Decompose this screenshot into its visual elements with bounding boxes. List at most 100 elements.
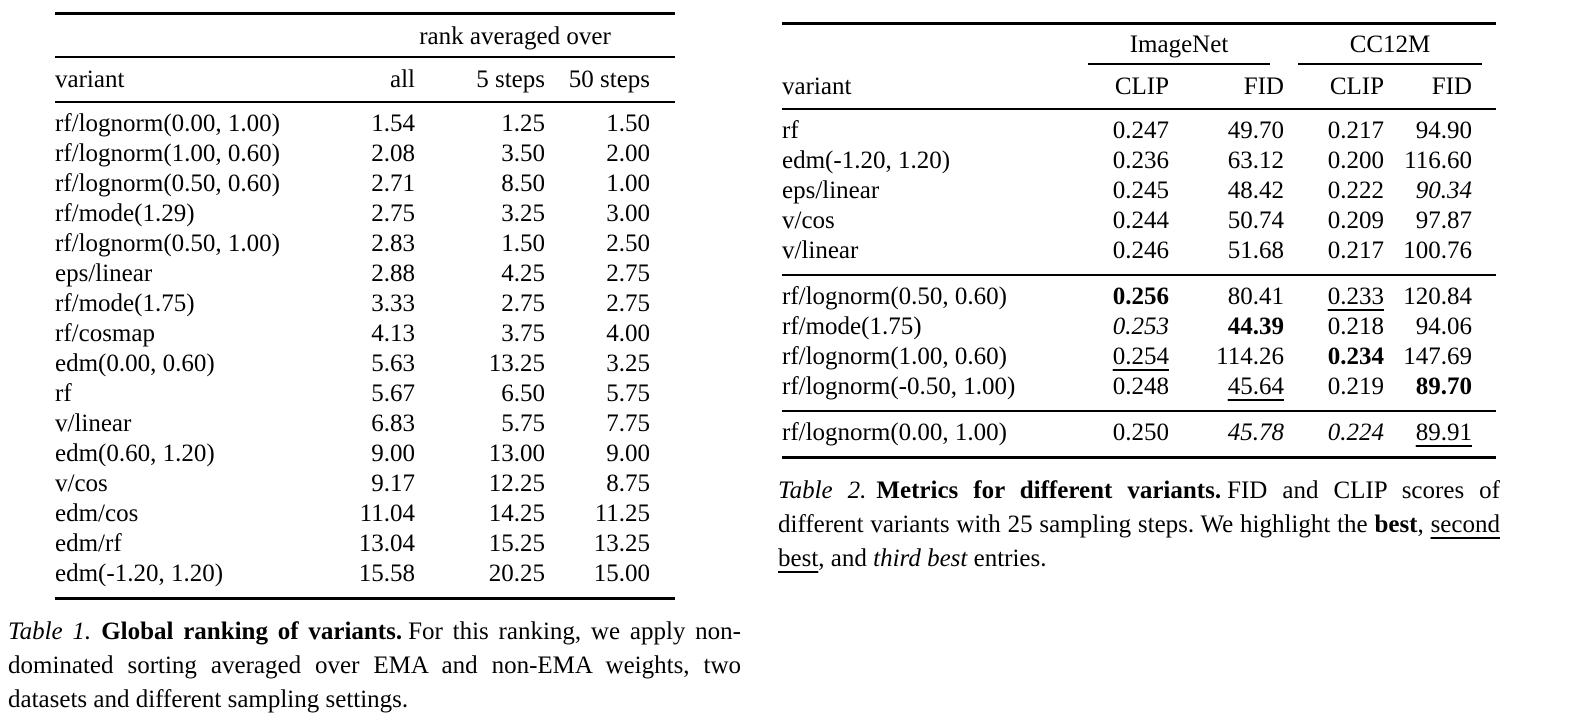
rank-cell: 13.25 <box>488 350 545 377</box>
metric-cell: 147.69 <box>1403 343 1472 370</box>
rank-cell: 3.25 <box>501 200 545 227</box>
variant-cell: rf/lognorm(0.00, 1.00) <box>55 110 280 137</box>
table-row: edm/rf 13.04 15.25 13.25 <box>55 529 675 559</box>
rank-cell: 9.00 <box>371 440 415 467</box>
metric-cell: 0.217 <box>1327 237 1384 264</box>
rank-cell: 2.75 <box>606 260 651 287</box>
rank-cell: 8.50 <box>501 170 545 197</box>
metric-cell: 45.78 <box>1227 419 1284 446</box>
metric-cell: 0.248 <box>1112 373 1169 400</box>
metric-cell: 48.42 <box>1227 177 1284 204</box>
table-row: rf/lognorm(0.00, 1.00) 0.250 45.78 0.224 89.… <box>782 411 1496 458</box>
table-row: rf 0.247 49.70 0.217 94.90 <box>782 109 1496 146</box>
rank-cell: 3.25 <box>606 350 651 377</box>
variant-cell: rf/lognorm(1.00, 0.60) <box>55 140 280 167</box>
variant-cell: rf/lognorm(0.50, 1.00) <box>55 230 280 257</box>
metric-cell: 114.26 <box>1216 343 1284 370</box>
rank-cell: 9.17 <box>371 470 415 497</box>
rank-cell: 3.75 <box>501 320 545 347</box>
metric-cell: 97.87 <box>1415 207 1472 234</box>
rank-cell: 15.25 <box>488 530 545 557</box>
table2-caption: Table 2. Metrics for different variants. F… <box>778 474 1500 576</box>
column-header-variant: variant <box>55 57 355 103</box>
rank-cell: 2.00 <box>606 140 651 167</box>
rank-cell: 4.13 <box>371 320 415 347</box>
column-header-fid-imagenet: FID <box>1169 65 1284 110</box>
table1-body: rf/lognorm(0.00, 1.00) 1.54 1.25 1.50 rf/log… <box>55 102 676 599</box>
table2-block-2: rf/lognorm(0.00, 1.00) 0.250 45.78 0.224 89.… <box>782 411 1496 458</box>
table-row: rf/lognorm(-0.50, 1.00) 0.248 45.64 0.219 89… <box>782 372 1496 411</box>
column-header-clip-cc12m: CLIP <box>1284 65 1384 110</box>
right-column: ImageNet CC12M variant CLIP FID CLIP FID… <box>778 0 1500 576</box>
caption-segment: second best <box>778 511 1500 572</box>
caption-segment: entries. <box>967 545 1047 572</box>
rank-cell: 14.25 <box>488 500 545 527</box>
caption-segment: best <box>1374 511 1418 538</box>
rank-cell: 5.63 <box>371 350 415 377</box>
variant-cell: edm/rf <box>55 530 122 557</box>
table-row: edm(-1.20, 1.20) 15.58 20.25 15.00 <box>55 559 675 599</box>
variant-cell: eps/linear <box>782 177 880 204</box>
metric-cell: 120.84 <box>1403 283 1472 310</box>
group-header-imagenet-label: ImageNet <box>1088 30 1270 65</box>
variant-cell: edm/cos <box>55 500 139 527</box>
metric-cell: 0.234 <box>1327 343 1384 370</box>
table-row: edm(-1.20, 1.20) 0.236 63.12 0.200 116.60 <box>782 146 1496 176</box>
variant-cell: rf <box>55 380 72 407</box>
table2-caption-title: Metrics for different variants. <box>876 477 1222 504</box>
table-row: rf/cosmap 4.13 3.75 4.00 <box>55 319 675 349</box>
column-header-all: all <box>355 57 415 103</box>
table-row: rf/lognorm(1.00, 0.60) 0.254 114.26 0.234 14… <box>782 342 1496 372</box>
rank-cell: 1.54 <box>371 110 415 137</box>
rank-cell: 2.83 <box>371 230 415 257</box>
column-header-clip-imagenet: CLIP <box>1074 65 1169 110</box>
metric-cell: 89.91 <box>1415 419 1472 446</box>
metric-cell: 0.217 <box>1327 117 1384 144</box>
variant-cell: edm(0.00, 0.60) <box>55 350 215 377</box>
metric-cell: 100.76 <box>1403 237 1472 264</box>
group-header-cc12m: CC12M <box>1284 22 1496 65</box>
column-header-50-steps: 50 steps <box>545 57 676 103</box>
left-column: rank averaged over variant all 5 steps 5… <box>8 0 745 717</box>
caption-segment: , <box>1417 511 1431 538</box>
rank-cell: 9.00 <box>606 440 651 467</box>
rank-cell: 3.50 <box>501 140 545 167</box>
rank-cell: 2.08 <box>371 140 415 167</box>
rank-cell: 5.67 <box>371 380 415 407</box>
table1-caption-text: For this ranking, we apply non-dominated… <box>8 618 741 713</box>
table2-header-row: variant CLIP FID CLIP FID <box>782 65 1496 110</box>
rank-cell: 15.00 <box>593 560 651 587</box>
metric-cell: 116.60 <box>1404 147 1472 174</box>
variant-cell: rf/mode(1.29) <box>55 200 195 227</box>
variant-cell: rf/mode(1.75) <box>55 290 195 317</box>
variant-cell: edm(-1.20, 1.20) <box>782 147 951 174</box>
metric-cell: 0.222 <box>1327 177 1384 204</box>
metric-cell: 0.224 <box>1327 419 1384 446</box>
rank-cell: 4.00 <box>606 320 651 347</box>
metric-cell: 90.34 <box>1415 177 1472 204</box>
rank-cell: 8.75 <box>606 470 651 497</box>
table-row: rf 5.67 6.50 5.75 <box>55 379 675 409</box>
table-row: eps/linear 0.245 48.42 0.222 90.34 <box>782 176 1496 206</box>
variant-cell: rf/lognorm(0.00, 1.00) <box>782 419 1007 446</box>
table1-spanner-label: rank averaged over <box>355 12 676 58</box>
table1-caption: Table 1. Global ranking of variants. For t… <box>8 615 741 717</box>
table-row: eps/linear 2.88 4.25 2.75 <box>55 259 675 289</box>
rank-cell: 1.50 <box>606 110 651 137</box>
rank-cell: 1.25 <box>501 110 545 137</box>
caption-segment: third best <box>873 545 968 572</box>
variant-cell: v/cos <box>782 207 835 234</box>
metric-cell: 0.246 <box>1112 237 1169 264</box>
metric-cell: 0.200 <box>1327 147 1384 174</box>
metric-cell: 49.70 <box>1227 117 1284 144</box>
variant-cell: v/linear <box>55 410 132 437</box>
table-row: v/cos 0.244 50.74 0.209 97.87 <box>782 206 1496 236</box>
rank-cell: 5.75 <box>606 380 651 407</box>
variant-cell: rf <box>782 117 799 144</box>
rank-cell: 13.00 <box>488 440 545 467</box>
variant-cell: eps/linear <box>55 260 153 287</box>
table-row: rf/lognorm(0.00, 1.00) 1.54 1.25 1.50 <box>55 102 675 139</box>
rank-cell: 12.25 <box>488 470 545 497</box>
table-row: v/linear 0.246 51.68 0.217 100.76 <box>782 236 1496 275</box>
